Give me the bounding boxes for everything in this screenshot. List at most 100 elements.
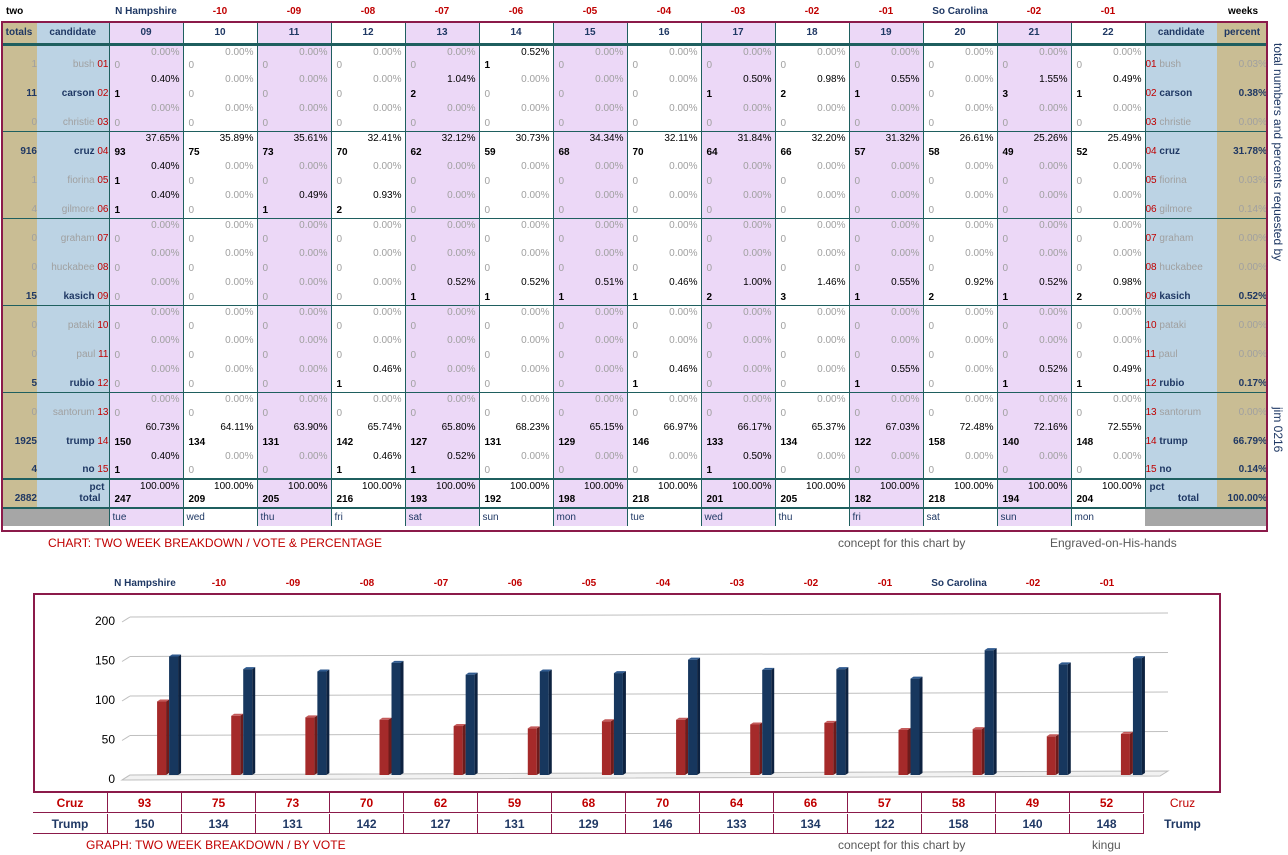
vote-cell: 1 0.46% [626, 363, 701, 393]
candidate-name-right: trump [1159, 436, 1188, 447]
vote-count: 0 [114, 321, 121, 332]
candidate-label: carson 02 [37, 73, 109, 102]
candidate-label: santorum 13 [37, 392, 109, 421]
series-value: 134 [774, 814, 848, 834]
candidate-name-right: pataki [1159, 320, 1187, 331]
vote-percent: 0.00% [225, 451, 254, 462]
vote-percent: 0.55% [891, 74, 920, 85]
gridline [129, 652, 1169, 657]
vote-count: 0 [114, 350, 121, 361]
series-value: 59 [478, 793, 552, 813]
vote-count: 1 [1002, 291, 1009, 303]
vote-percent: 66.97% [663, 422, 698, 433]
vote-percent: 32.12% [441, 132, 476, 144]
vote-count: 129 [558, 437, 576, 448]
vote-percent: 0.00% [891, 46, 920, 58]
candidate-label: no 15 [37, 450, 109, 480]
vote-count: 0 [632, 321, 639, 332]
vote-percent: 0.52% [447, 451, 476, 462]
vote-percent: 1.00% [743, 277, 772, 288]
vote-cell: 0 0.00% [626, 189, 701, 219]
vote-count: 52 [1076, 147, 1088, 158]
candidate-row: 15 kasich 09 0 0.00% 0 0.00% 0 0.00% 0 0.00% 1 0.52… [1, 276, 1267, 306]
vote-percent: 0.00% [743, 219, 772, 231]
vote-count: 0 [1076, 408, 1083, 419]
candidate-number: 06 [97, 203, 109, 215]
vote-count: 0 [484, 378, 491, 390]
vote-count: 0 [928, 263, 935, 274]
totals-total-label-right: total [1177, 493, 1199, 504]
candidate-number-right: 11 [1145, 349, 1156, 360]
gridline-side [121, 656, 131, 662]
vote-percent: 0.00% [373, 103, 402, 114]
vote-cell: 134 65.37% [774, 421, 849, 450]
bar-side [548, 669, 552, 775]
vote-cell: 49 25.26% [996, 131, 1071, 160]
vote-percent: 1.46% [817, 277, 846, 288]
vote-cell: 142 65.74% [330, 421, 405, 450]
vote-count: 2 [336, 204, 343, 216]
vote-count: 0 [558, 408, 565, 419]
vote-percent: 32.20% [811, 132, 846, 144]
bar-side [845, 667, 849, 775]
bar-top [1120, 731, 1133, 734]
vote-count: 0 [188, 321, 195, 332]
vote-percent: 0.00% [1113, 219, 1142, 231]
vote-count: 0 [1002, 408, 1009, 419]
vote-percent: 25.26% [1033, 132, 1068, 144]
vote-percent: 0.00% [447, 364, 476, 375]
bar-side [685, 717, 689, 775]
vote-cell: 0 0.00% [330, 44, 405, 73]
vote-percent: 0.00% [595, 364, 624, 375]
vote-cell: 0 0.00% [996, 392, 1071, 421]
candidate-number-right: 12 [1145, 377, 1157, 389]
vote-count: 0 [1002, 465, 1009, 476]
vote-cell: 0 0.00% [108, 247, 183, 276]
vote-cell: 0 0.00% [848, 450, 923, 480]
vote-count: 0 [928, 234, 935, 245]
vote-count: 131 [262, 437, 280, 448]
vote-count: 2 [1076, 291, 1083, 303]
vote-count: 0 [410, 408, 417, 419]
vote-count: 0 [558, 60, 565, 71]
vote-cell: 0 0.00% [1070, 305, 1145, 334]
vote-cell: 0 0.00% [256, 450, 331, 480]
series-value: 73 [256, 793, 330, 813]
vote-count: 0 [114, 263, 121, 274]
total-vote-cell: 218 100.00% [922, 478, 997, 508]
bar-top [243, 667, 256, 670]
vote-cell: 0 0.00% [256, 73, 331, 102]
vote-cell: 0 0.00% [1070, 189, 1145, 219]
vote-count: 0 [854, 117, 861, 129]
candidate-percent: 0.03% [1217, 44, 1267, 73]
vote-cell: 0 0.00% [1070, 102, 1145, 132]
vote-percent: 26.61% [959, 132, 994, 144]
candidate-total: 4 [1, 189, 37, 219]
vote-count: 0 [928, 89, 935, 100]
gridline [129, 612, 1169, 618]
total-vote-percent: 100.00% [436, 481, 476, 492]
bar-front [824, 722, 834, 775]
candidate-total: 1 [1, 44, 37, 73]
vote-cell: 0 0.00% [996, 247, 1071, 276]
vote-cell: 0 0.00% [478, 73, 553, 102]
vote-cell: 0 0.00% [478, 334, 553, 363]
total-vote-count: 216 [336, 494, 354, 505]
header-day: 09 [108, 22, 183, 46]
vote-count: 0 [410, 117, 417, 129]
vote-percent: 0.00% [817, 103, 846, 114]
vote-percent: 0.00% [1113, 393, 1142, 405]
vote-count: 2 [928, 291, 935, 303]
series-value: 57 [848, 793, 922, 813]
header-top-label: -01 [878, 6, 894, 17]
series-value: 129 [552, 814, 626, 834]
vote-percent: 0.46% [669, 364, 698, 375]
credit-caption-2: kingu [1092, 838, 1121, 852]
vote-percent: 0.00% [595, 74, 624, 85]
vote-percent: 0.00% [891, 306, 920, 318]
vote-count: 0 [928, 60, 935, 71]
vote-count: 58 [928, 147, 940, 158]
vote-cell: 127 65.80% [404, 421, 479, 450]
vote-percent: 65.37% [811, 422, 846, 433]
vote-cell: 0 0.00% [774, 392, 849, 421]
